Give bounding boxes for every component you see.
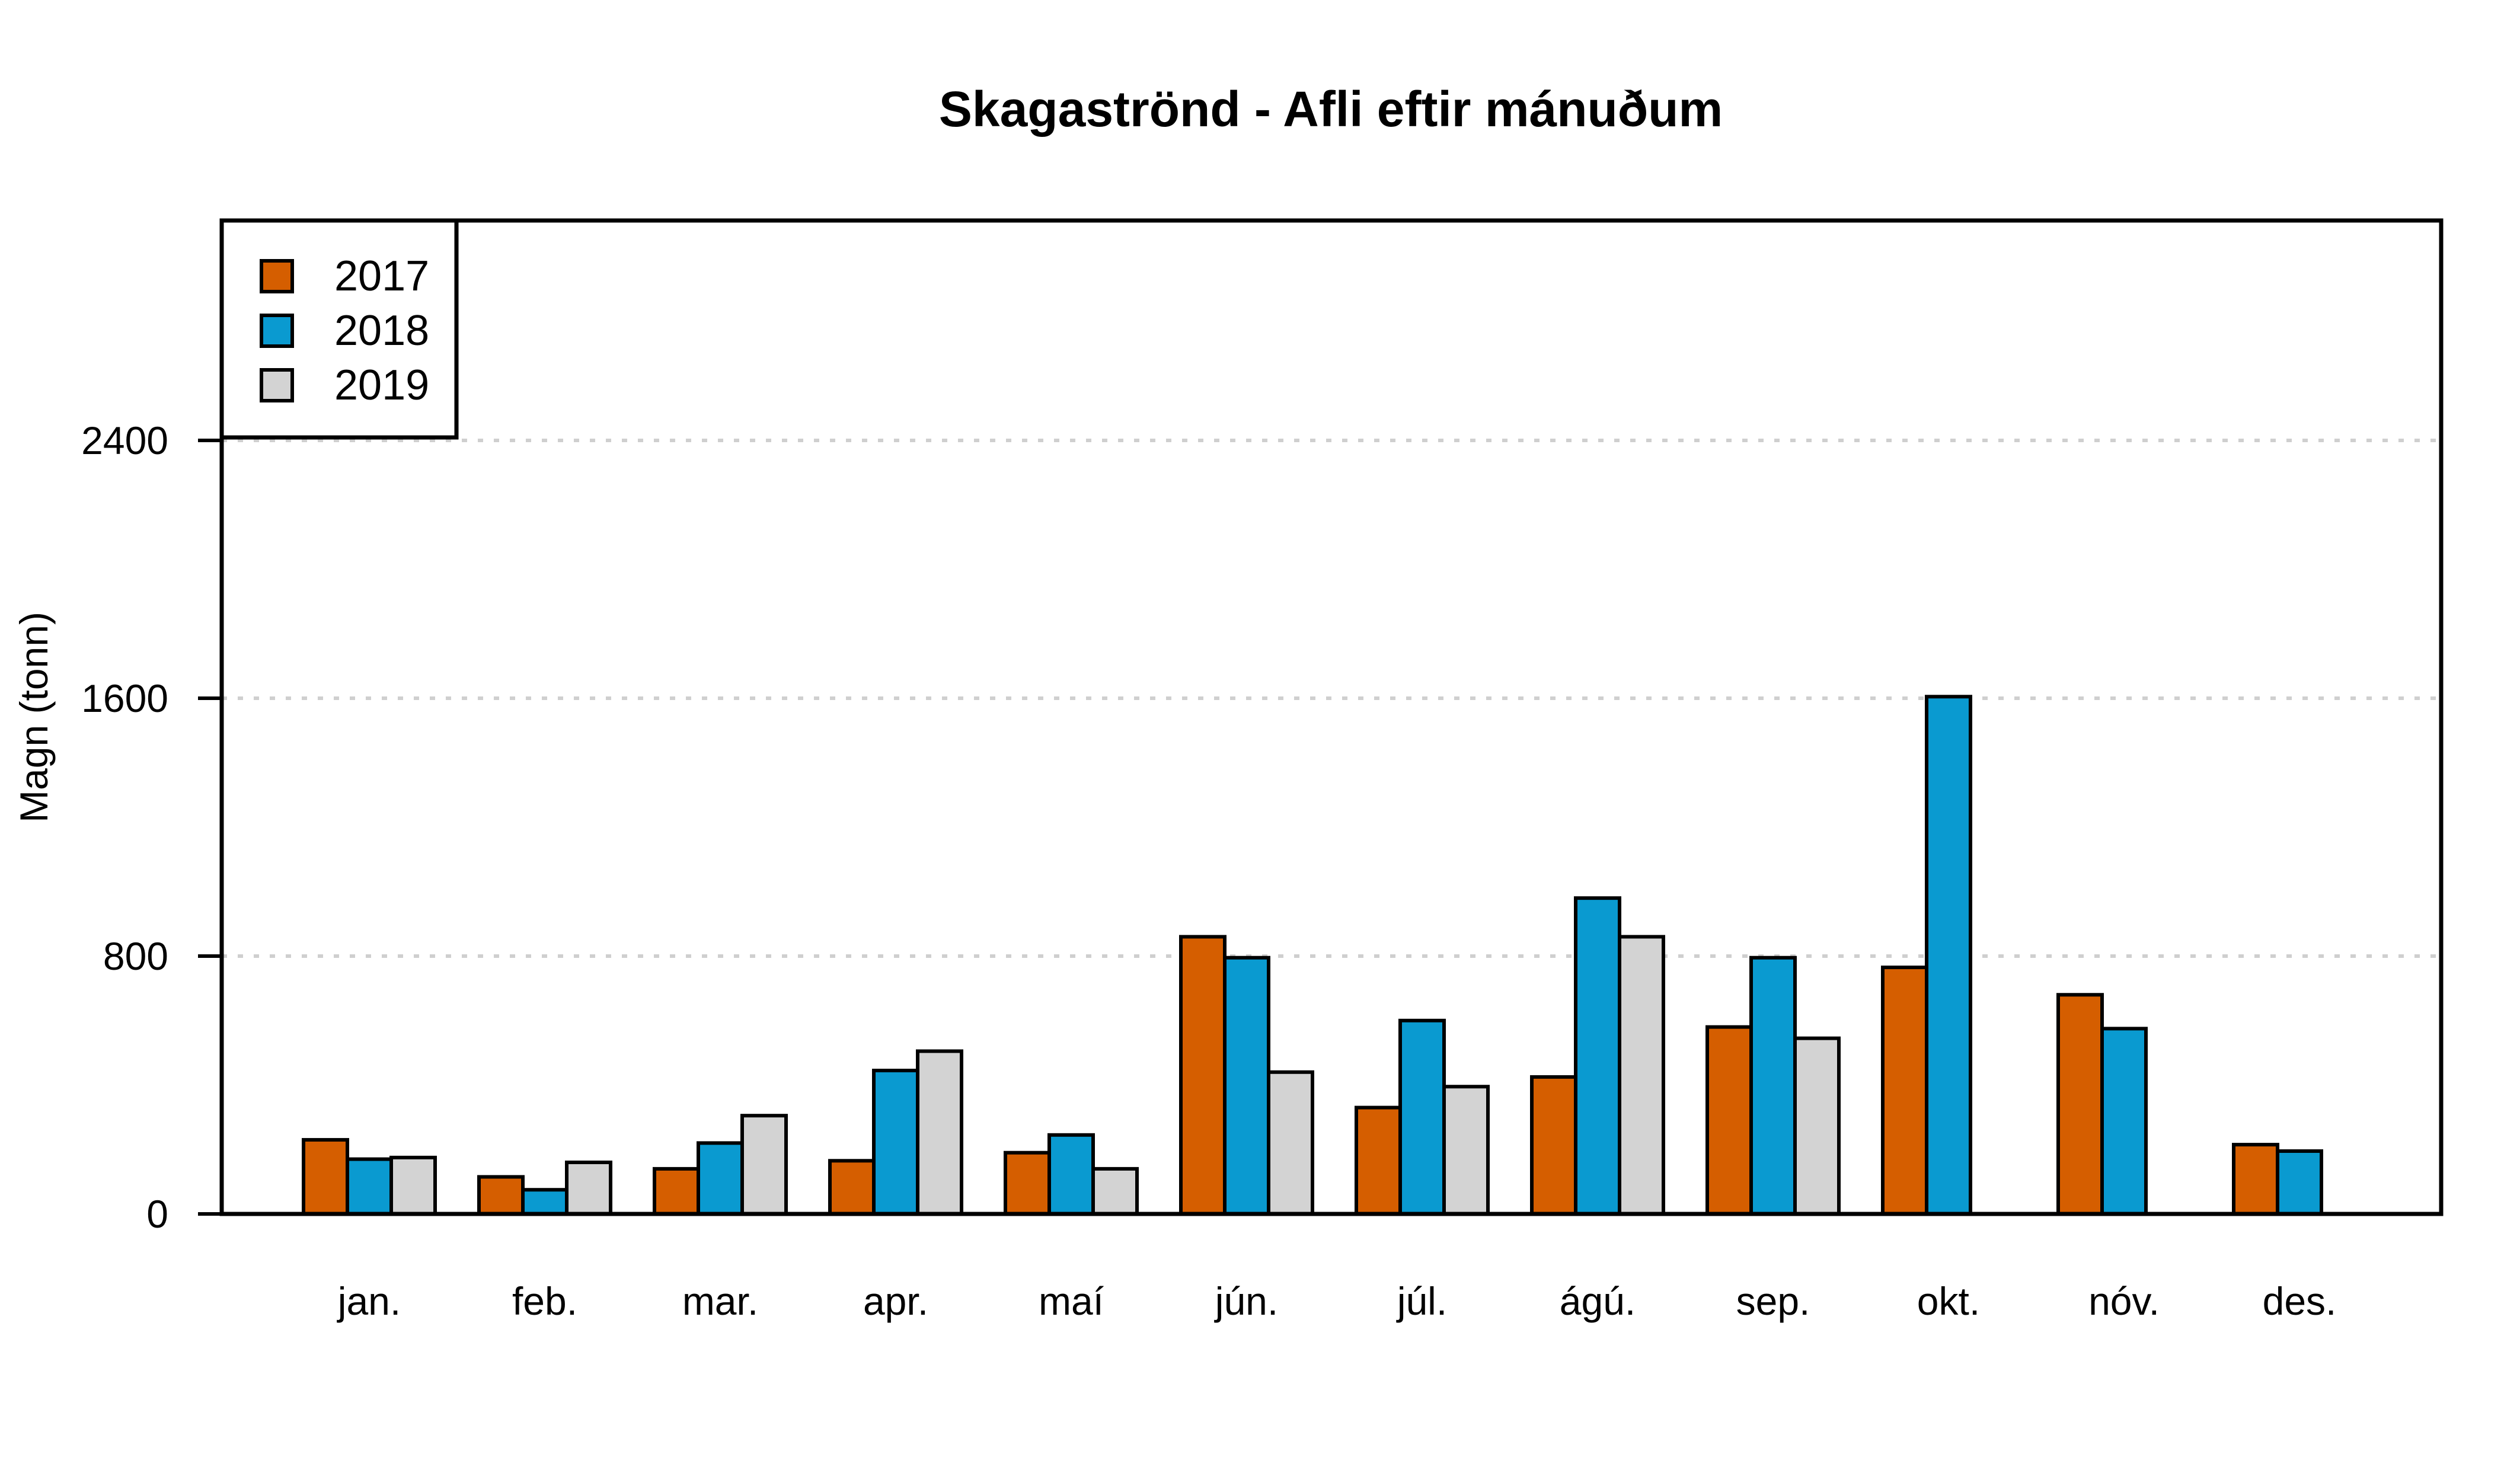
bar-2019-5 [1267, 1070, 1314, 1216]
x-tick-label: okt. [1917, 1279, 1980, 1323]
bar-2017-11 [2232, 1143, 2279, 1216]
legend-swatch-2017 [260, 259, 294, 293]
plot-frame [219, 218, 2444, 1216]
bar-2017-3 [828, 1159, 876, 1216]
bars [302, 695, 2323, 1216]
bar-2019-0 [389, 1155, 437, 1216]
bar-2018-7 [1574, 896, 1621, 1216]
x-tick-label: sep. [1736, 1279, 1810, 1323]
chart-title: Skagaströnd - Afli eftir mánuðum [939, 81, 1723, 137]
x-tick-label: jún. [1214, 1279, 1278, 1323]
bar-2018-10 [2100, 1027, 2148, 1216]
bar-2018-6 [1398, 1018, 1446, 1216]
bar-2018-4 [1047, 1133, 1095, 1216]
bar-2017-10 [2056, 993, 2104, 1216]
legend-label-2017: 2017 [334, 253, 429, 300]
y-axis-label: Magn (tonn) [12, 612, 56, 823]
bar-2018-8 [1749, 956, 1797, 1216]
x-axis: jan. feb. mar. apr. maí jún. júl. ágú. sep. okt. n… [337, 1279, 2337, 1323]
bar-2017-7 [1530, 1075, 1577, 1216]
bar-2019-8 [1793, 1036, 1841, 1216]
x-tick-label: nóv. [2088, 1279, 2160, 1323]
bar-2019-4 [1091, 1167, 1139, 1216]
legend-label-2018: 2018 [334, 307, 429, 354]
y-axis: 0 800 1600 2400 [81, 418, 222, 1236]
x-tick-label: mar. [682, 1279, 758, 1323]
bar-2017-6 [1355, 1105, 1402, 1216]
bar-2019-3 [916, 1049, 963, 1216]
legend-label-2019: 2019 [334, 362, 429, 409]
bar-2017-9 [1881, 966, 1928, 1216]
bar-2017-8 [1705, 1025, 1753, 1216]
bar-2017-0 [302, 1137, 349, 1216]
bar-2019-2 [740, 1114, 788, 1216]
y-tick-label: 1600 [81, 676, 168, 720]
y-tick-label: 0 [146, 1192, 168, 1236]
x-tick-label: apr. [863, 1279, 928, 1323]
bar-2017-4 [1004, 1151, 1051, 1216]
bar-2017-1 [477, 1175, 525, 1216]
gridlines [222, 439, 2441, 958]
legend: 2017 2018 2019 [219, 218, 459, 440]
legend-swatch-2018 [260, 314, 294, 348]
y-tick-label: 2400 [81, 418, 168, 462]
y-tick-label: 800 [103, 934, 168, 978]
bar-2018-0 [346, 1157, 393, 1216]
x-tick-label: jan. [337, 1279, 401, 1323]
bar-2018-9 [1925, 695, 1972, 1216]
bar-2018-5 [1223, 956, 1270, 1216]
bar-2019-7 [1618, 935, 1665, 1216]
bar-2018-11 [2276, 1149, 2323, 1216]
bar-2018-3 [872, 1069, 919, 1216]
x-tick-label: maí [1039, 1279, 1104, 1323]
bar-2019-1 [565, 1161, 612, 1216]
bar-2018-2 [697, 1141, 744, 1216]
x-tick-label: des. [2263, 1279, 2337, 1323]
bar-2019-6 [1442, 1085, 1490, 1216]
x-tick-label: feb. [512, 1279, 577, 1323]
legend-swatch-2019 [260, 368, 294, 402]
bar-2018-1 [521, 1188, 568, 1216]
x-tick-label: júl. [1396, 1279, 1447, 1323]
bar-2017-5 [1179, 935, 1227, 1216]
x-tick-label: ágú. [1560, 1279, 1636, 1323]
bar-2017-2 [653, 1167, 700, 1216]
